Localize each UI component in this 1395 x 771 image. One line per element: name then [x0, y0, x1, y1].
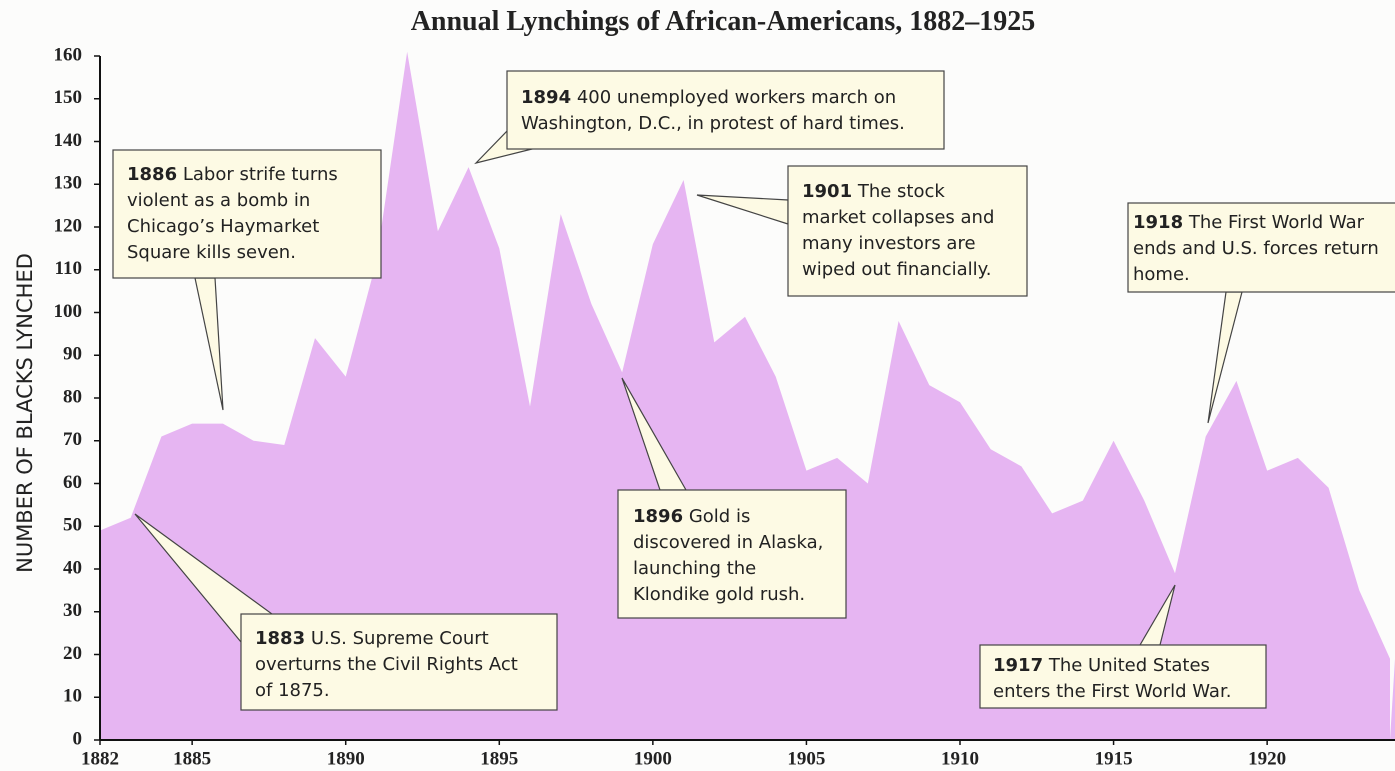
annotation-box — [1127, 202, 1395, 293]
annotation-text: Chicago’s Haymarket — [127, 216, 319, 237]
annotation-text: many investors are — [802, 233, 976, 254]
annotation: 1896 Gold is discovered in Alaska, launchi… — [617, 377, 847, 619]
annotation: 1883 U.S. Supreme Court overturns the Civ… — [134, 513, 558, 711]
y-tick-label: 50 — [63, 515, 82, 536]
x-tick-label: 1890 — [327, 748, 365, 769]
annotation-line: many investors are — [802, 233, 976, 254]
annotation-year: 1901 — [802, 181, 852, 202]
annotation-text: violent as a bomb in — [127, 190, 310, 211]
annotation-text: of 1875. — [255, 680, 330, 701]
annotation-line: ends and U.S. forces return — [1133, 238, 1379, 259]
annotation: 1917 The United States enters the First W… — [979, 584, 1267, 709]
y-tick-label: 90 — [63, 344, 82, 365]
annotation-text: home. — [1133, 264, 1190, 285]
x-tick-label: 1885 — [173, 748, 211, 769]
x-tick-label: 1915 — [1095, 748, 1133, 769]
x-tick-label: 1882 — [81, 748, 119, 769]
x-tick-label: 1910 — [941, 748, 979, 769]
annotation-text: 1917 The United States — [993, 655, 1210, 676]
annotation-line: The United States — [1048, 655, 1210, 676]
annotation-line: launching the — [633, 558, 756, 579]
y-tick-label: 80 — [63, 386, 82, 407]
y-tick-label: 10 — [63, 686, 82, 707]
y-tick-label: 40 — [63, 557, 82, 578]
annotation-line: Chicago’s Haymarket — [127, 216, 319, 237]
annotation-line: of 1875. — [255, 680, 330, 701]
annotation-line: Washington, D.C., in protest of hard tim… — [521, 113, 905, 134]
annotation: 1894 400 unemployed workers march on Wash… — [474, 70, 945, 165]
annotation-line: enters the First World War. — [993, 681, 1231, 702]
y-tick-label: 140 — [54, 130, 83, 151]
annotation-year: 1894 — [521, 87, 571, 108]
annotation-text: 1886 Labor strife turns — [127, 164, 338, 185]
annotation-text: 1883 U.S. Supreme Court — [255, 628, 489, 649]
annotation-line: Square kills seven. — [127, 242, 296, 263]
annotation-text: 1894 400 unemployed workers march on — [521, 87, 896, 108]
annotation-text: overturns the Civil Rights Act — [255, 654, 518, 675]
annotation-line: Gold is — [689, 506, 751, 527]
annotation-text: launching the — [633, 558, 756, 579]
annotation-text: ends and U.S. forces return — [1133, 238, 1379, 259]
annotation-line: U.S. Supreme Court — [311, 628, 489, 649]
annotation-box — [617, 489, 847, 619]
annotation-text: 1901 The stock — [802, 181, 945, 202]
annotation-line: discovered in Alaska, — [633, 532, 823, 553]
annotation-box — [787, 165, 1028, 297]
annotation-line: The First World War — [1188, 212, 1365, 233]
annotation-year: 1896 — [633, 506, 683, 527]
annotation: 1918 The First World War ends and U.S. fo… — [1127, 202, 1395, 424]
annotation-box — [240, 613, 558, 711]
annotation-text: enters the First World War. — [993, 681, 1231, 702]
annotation-box — [979, 644, 1267, 709]
annotation-box — [506, 70, 945, 150]
annotation-text: 1896 Gold is — [633, 506, 750, 527]
annotation-text: Klondike gold rush. — [633, 584, 805, 605]
annotation-year: 1883 — [255, 628, 305, 649]
x-tick-label: 1900 — [634, 748, 672, 769]
annotation-line: The stock — [857, 181, 946, 202]
y-tick-label: 150 — [54, 87, 83, 108]
annotation-year: 1918 — [1133, 212, 1183, 233]
annotation-line: Klondike gold rush. — [633, 584, 805, 605]
annotation-line: wiped out financially. — [802, 259, 992, 280]
annotation-line: home. — [1133, 264, 1190, 285]
y-tick-label: 70 — [63, 429, 82, 450]
annotation-text: Washington, D.C., in protest of hard tim… — [521, 113, 905, 134]
y-tick-label: 30 — [63, 600, 82, 621]
annotation-text: Square kills seven. — [127, 242, 296, 263]
annotation-line: overturns the Civil Rights Act — [255, 654, 518, 675]
area — [100, 51, 1395, 741]
y-tick-label: 120 — [54, 215, 83, 236]
annotation-year: 1886 — [127, 164, 177, 185]
chart-title: Annual Lynchings of African-Americans, 1… — [411, 6, 1036, 37]
y-tick-label: 20 — [63, 643, 82, 664]
annotation: 1901 The stock market collapses and many i… — [696, 165, 1028, 297]
y-tick-label: 100 — [54, 301, 83, 322]
x-tick-label: 1920 — [1248, 748, 1286, 769]
annotation-line: 400 unemployed workers march on — [577, 87, 896, 108]
annotation-text: market collapses and — [802, 207, 994, 228]
annotation-line: market collapses and — [802, 207, 994, 228]
y-tick-label: 60 — [63, 472, 82, 493]
y-tick-label: 130 — [54, 173, 83, 194]
annotation-box — [112, 149, 382, 279]
annotation-line: Labor strife turns — [183, 164, 338, 185]
annotation-year: 1917 — [993, 655, 1043, 676]
y-tick-label: 160 — [54, 44, 83, 65]
x-tick-label: 1895 — [480, 748, 518, 769]
y-tick-label: 0 — [73, 728, 83, 749]
x-tick-label: 1905 — [787, 748, 825, 769]
y-axis-label: NUMBER OF BLACKS LYNCHED — [13, 253, 37, 573]
annotation-line: violent as a bomb in — [127, 190, 310, 211]
annotation-text: 1918 The First World War — [1133, 212, 1365, 233]
annotation: 1886 Labor strife turns violent as a bomb… — [112, 149, 382, 411]
y-tick-label: 110 — [55, 258, 82, 279]
annotation-text: discovered in Alaska, — [633, 532, 823, 553]
annotation-text: wiped out financially. — [802, 259, 992, 280]
